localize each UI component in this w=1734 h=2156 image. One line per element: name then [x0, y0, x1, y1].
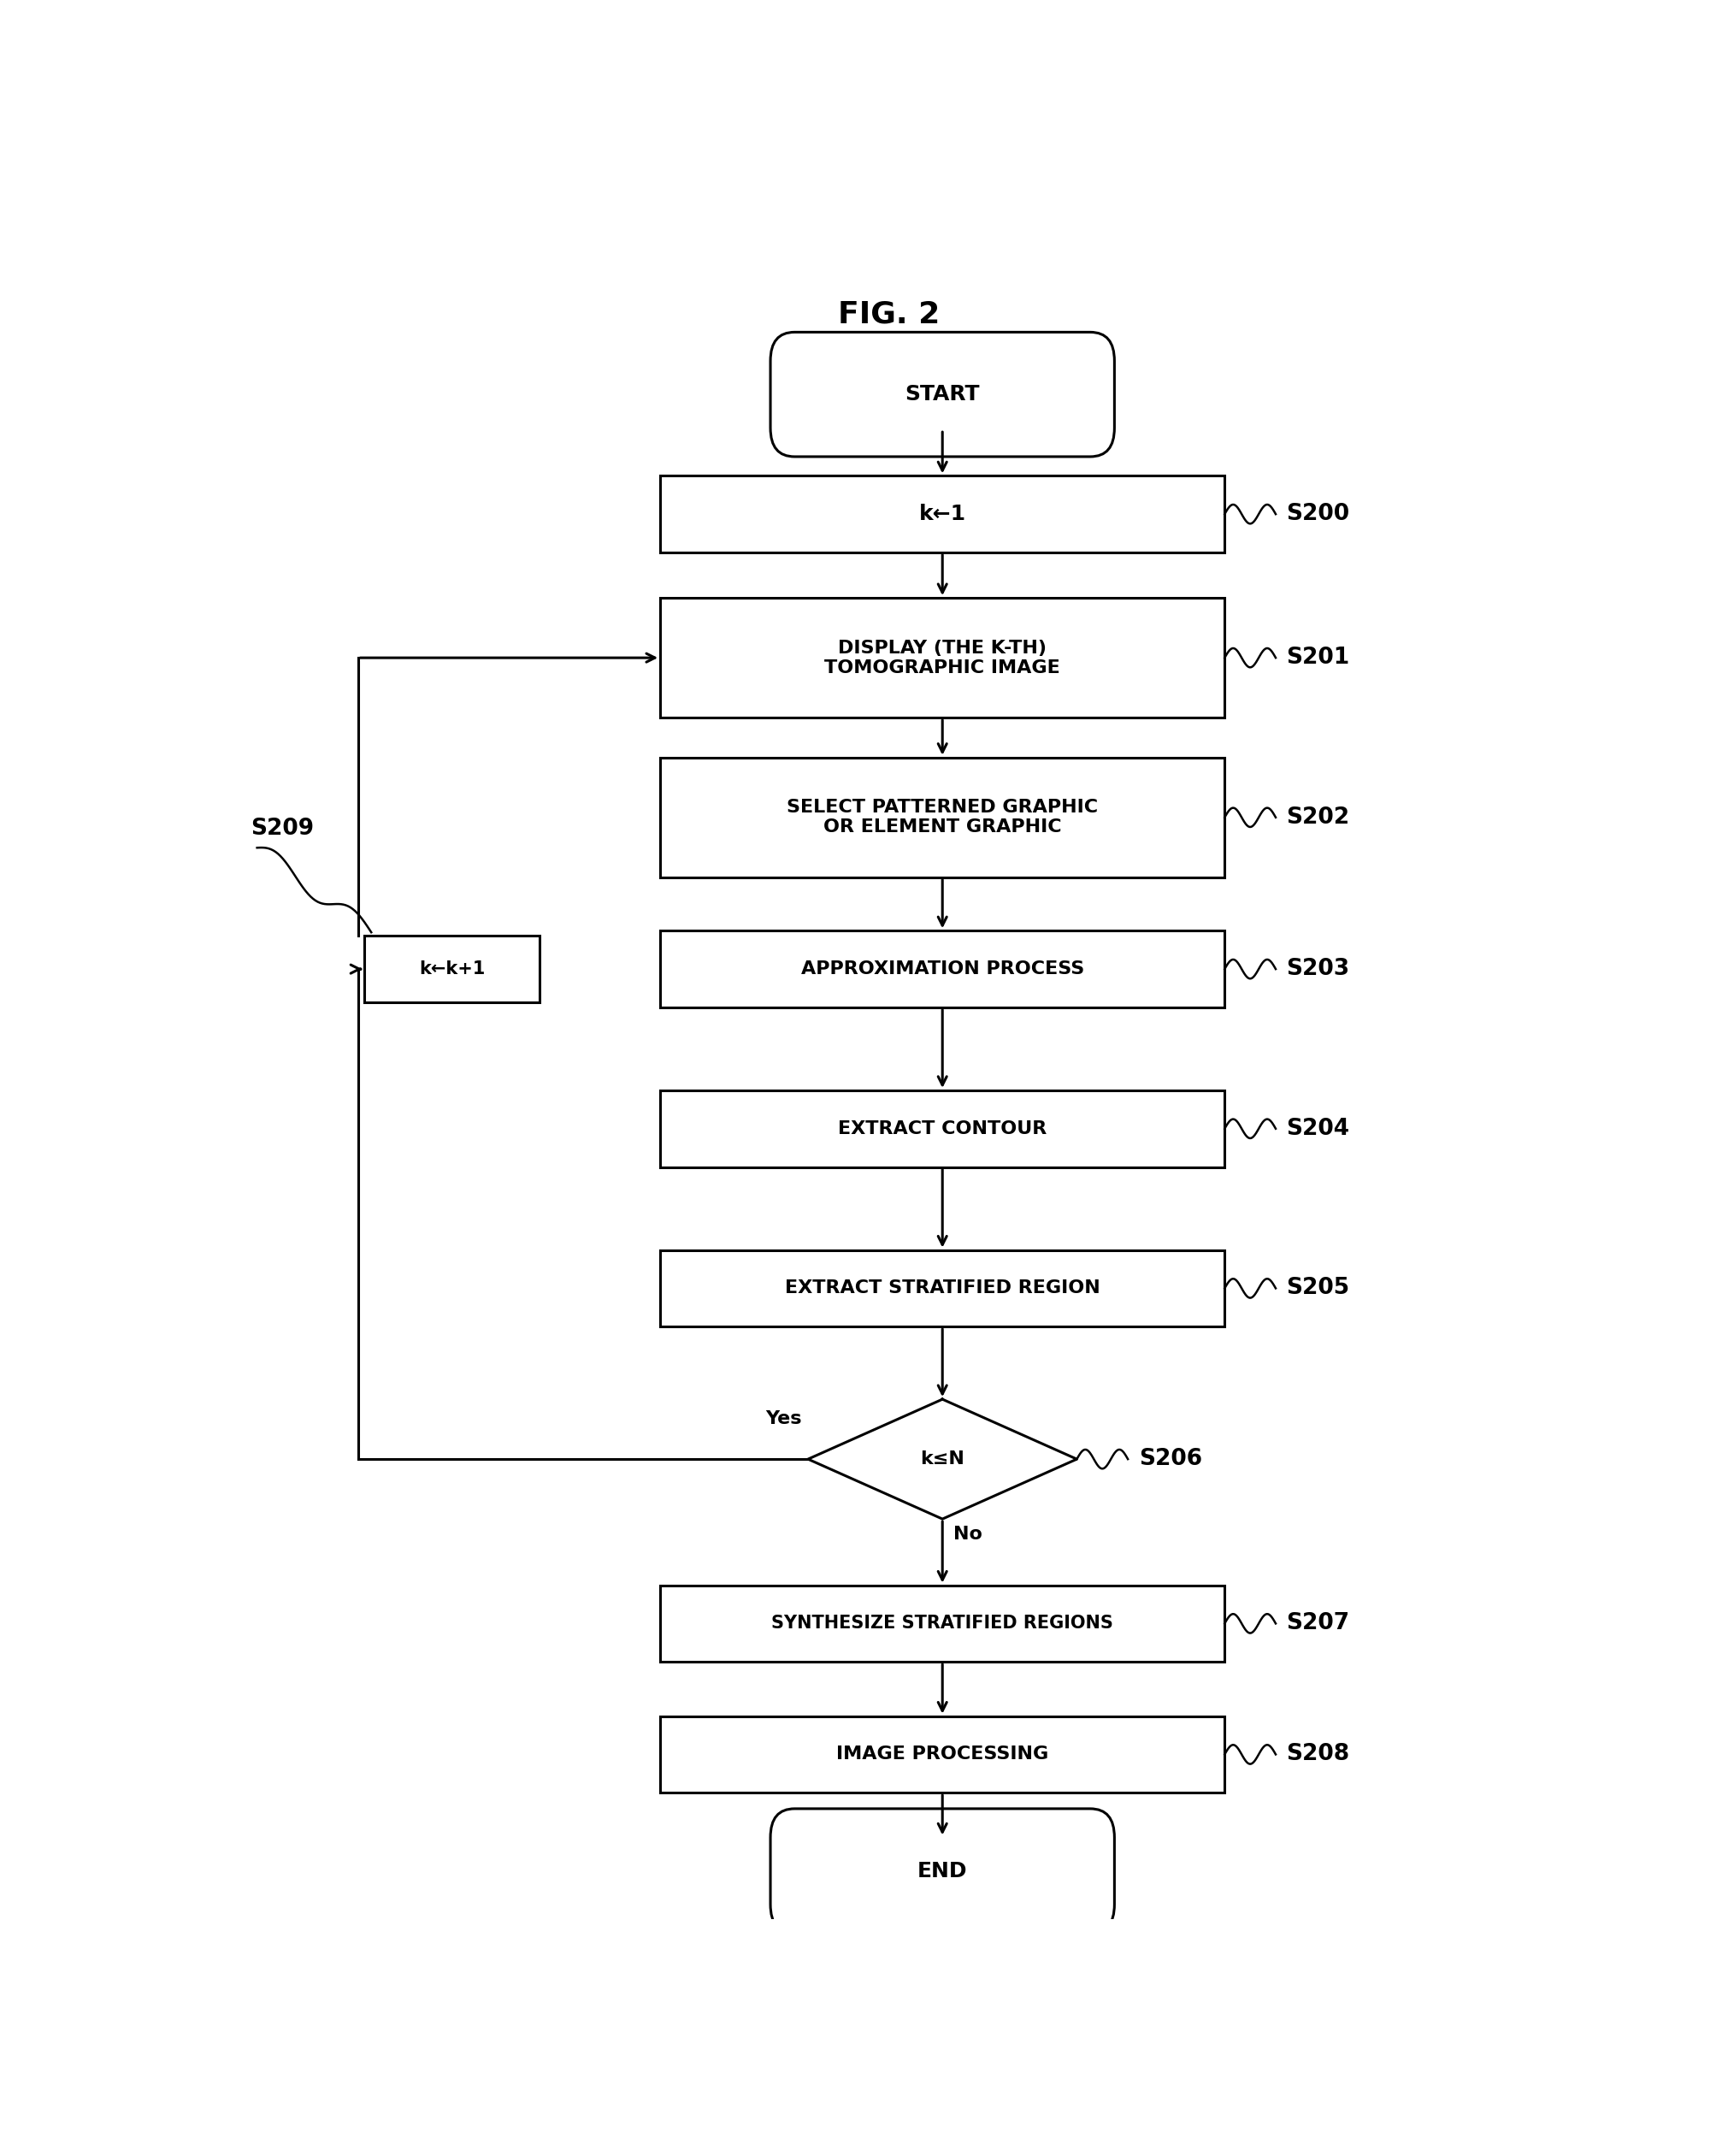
Text: DISPLAY (THE K-TH)
TOMOGRAPHIC IMAGE: DISPLAY (THE K-TH) TOMOGRAPHIC IMAGE: [825, 640, 1059, 677]
FancyBboxPatch shape: [364, 936, 539, 1003]
Text: FIG. 2: FIG. 2: [838, 300, 940, 330]
Text: No: No: [954, 1524, 981, 1542]
FancyBboxPatch shape: [661, 931, 1224, 1007]
Text: S205: S205: [1287, 1276, 1349, 1300]
Text: k≤N: k≤N: [921, 1451, 964, 1468]
Text: k←1: k←1: [919, 505, 966, 524]
Polygon shape: [808, 1399, 1077, 1520]
Text: S203: S203: [1287, 957, 1349, 981]
Text: S202: S202: [1287, 806, 1349, 828]
Text: S207: S207: [1287, 1613, 1349, 1634]
FancyBboxPatch shape: [661, 1716, 1224, 1794]
Text: END: END: [917, 1861, 968, 1882]
Text: S208: S208: [1287, 1744, 1349, 1766]
FancyBboxPatch shape: [661, 1091, 1224, 1166]
FancyBboxPatch shape: [770, 332, 1115, 457]
Text: IMAGE PROCESSING: IMAGE PROCESSING: [836, 1746, 1049, 1764]
FancyBboxPatch shape: [661, 757, 1224, 877]
Text: S204: S204: [1287, 1117, 1349, 1141]
Text: SELECT PATTERNED GRAPHIC
OR ELEMENT GRAPHIC: SELECT PATTERNED GRAPHIC OR ELEMENT GRAP…: [787, 800, 1098, 837]
Text: SYNTHESIZE STRATIFIED REGIONS: SYNTHESIZE STRATIFIED REGIONS: [772, 1615, 1113, 1632]
Text: EXTRACT CONTOUR: EXTRACT CONTOUR: [838, 1121, 1047, 1136]
FancyBboxPatch shape: [661, 597, 1224, 718]
FancyBboxPatch shape: [661, 1250, 1224, 1326]
Text: START: START: [905, 384, 980, 405]
Text: S206: S206: [1139, 1449, 1202, 1470]
Text: EXTRACT STRATIFIED REGION: EXTRACT STRATIFIED REGION: [786, 1281, 1099, 1298]
Text: Yes: Yes: [765, 1410, 801, 1427]
Text: k←k+1: k←k+1: [420, 962, 486, 977]
FancyBboxPatch shape: [661, 1585, 1224, 1662]
Text: APPROXIMATION PROCESS: APPROXIMATION PROCESS: [801, 962, 1084, 977]
Text: S209: S209: [250, 817, 314, 841]
FancyBboxPatch shape: [770, 1809, 1115, 1934]
Text: S201: S201: [1287, 647, 1351, 668]
FancyBboxPatch shape: [661, 476, 1224, 552]
Text: S200: S200: [1287, 502, 1349, 526]
